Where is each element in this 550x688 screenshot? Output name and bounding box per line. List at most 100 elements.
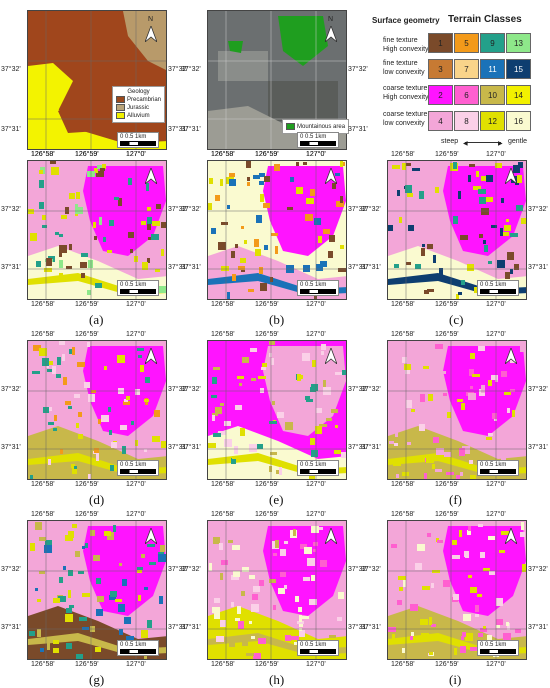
scale-bar-graphic [480,649,516,654]
axis-tick-label: 126°59' [255,331,279,338]
axis-tick-label: 37°32' [1,566,21,573]
axis-tick-label: 126°59' [435,481,459,488]
terrain-map-graphic [28,341,166,479]
axis-tick-label: 126°59' [75,151,99,158]
axis-tick-label: 37°32' [1,386,21,393]
axis-tick-label: 127°0' [306,511,326,518]
scale-value: 0.5 [305,134,314,140]
axis-tick-label: 37°32' [528,566,548,573]
north-arrow-icon [324,24,338,44]
axis-tick-label: 37°31' [168,624,188,631]
scale-bar: 0 0.5 1km [117,132,159,148]
axis-tick-label: 37°32' [181,566,201,573]
legend-label: Alluvium [127,112,150,119]
scale-value: 1km [315,282,327,288]
axis-tick-label: 37°31' [528,264,548,271]
scale-bar: 0 0.5 1km [477,460,519,476]
north-arrow-icon [504,346,518,366]
axis-tick-label: 126°58' [31,511,55,518]
scale-bar-graphic [120,469,156,474]
axis-tick-label: 37°32' [348,386,368,393]
axis-tick-label: 37°32' [181,66,201,73]
scale-bar-graphic [300,289,336,294]
scale-value: 1km [495,642,507,648]
scale-bar: 0 0.5 1km [297,132,339,148]
scale-bar: 0 0.5 1km [297,640,339,656]
scale-bar: 0 0.5 1km [117,280,159,296]
terrain-class-cell: 14 [506,85,531,105]
scale-value: 0.5 [125,134,134,140]
axis-tick-label: 37°32' [181,206,201,213]
axis-tick-label: 126°58' [391,661,415,668]
scale-value: 0.5 [485,282,494,288]
axis-tick-label: 126°58' [391,331,415,338]
geology-map [27,10,167,150]
axis-tick-label: 126°59' [255,481,279,488]
axis-tick-label: 127°0' [486,481,506,488]
scale-value: 0.5 [125,642,134,648]
terrain-map-panel [207,160,347,300]
axis-tick-label: 37°31' [168,264,188,271]
scale-value: 0 [300,462,304,468]
axis-tick-label: 127°0' [126,511,146,518]
panel-label: (a) [89,312,104,327]
axis-tick-label: 37°31' [181,624,201,631]
axis-tick-label: 127°0' [126,481,146,488]
scale-bar: 0 0.5 1km [297,280,339,296]
axis-tick-label: 126°59' [75,151,99,158]
scale-bar: 0 0.5 1km [297,460,339,476]
scale-bar-graphic [300,469,336,474]
axis-tick-label: 126°59' [75,301,99,308]
axis-tick-label: 37°32' [168,66,188,73]
steep-gentle-arrow [465,142,501,143]
north-arrow-icon [144,526,158,546]
legend-label: Precambrian [127,96,162,103]
legend-label: Jurassic [127,104,150,111]
scale-value: 0 [120,134,124,140]
arrow-head-right: ▶ [498,141,503,147]
axis-tick-label: 127°0' [126,151,146,158]
axis-tick-label: 126°58' [31,301,55,308]
terrain-class-cell: 16 [506,111,531,131]
geology-legend: Geology Precambrian Jurassic Alluvium [112,86,166,123]
geology-legend-item: Jurassic [116,104,161,111]
panel-label: (i) [449,672,462,687]
terrain-class-cell: 4 [428,111,453,131]
scale-value: 1km [135,134,147,140]
scale-value: 1km [135,642,147,648]
row-label-2: fine texture low convexity [383,60,425,76]
scale-bar-graphic [120,649,156,654]
terrain-class-cell: 1 [428,33,453,53]
north-arrow-icon [504,166,518,186]
north-label: N [328,16,334,23]
precambrian-swatch [116,96,125,103]
axis-tick-label: 127°0' [306,151,326,158]
alluvium-swatch [116,112,125,119]
axis-tick-label: 126°59' [255,301,279,308]
axis-tick-label: 37°32' [348,566,368,573]
scale-value: 0 [300,282,304,288]
axis-tick-label: 37°32' [1,66,21,73]
arrow-head-left: ◀ [463,141,468,147]
axis-tick-label: 37°32' [528,386,548,393]
gentle-label: gentle [508,138,528,145]
panel-label: (b) [269,312,285,327]
north-arrow-icon [144,24,158,44]
axis-tick-label: 37°31' [348,444,368,451]
panel-label: (d) [89,492,105,507]
terrain-class-cell: 12 [480,111,505,131]
axis-tick-label: 127°0' [306,301,326,308]
north-label: N [148,16,154,23]
axis-tick-label: 37°31' [1,126,21,133]
axis-tick-label: 37°31' [348,126,368,133]
axis-tick-label: 127°0' [306,151,326,158]
row-label-1: fine texture High convexity [383,37,429,53]
scale-bar: 0 0.5 1km [117,460,159,476]
scale-value: 1km [315,134,327,140]
axis-tick-label: 37°32' [361,566,381,573]
axis-tick-label: 127°0' [126,331,146,338]
axis-tick-label: 126°59' [75,331,99,338]
terrain-class-cell: 9 [480,33,505,53]
axis-tick-label: 126°58' [391,301,415,308]
axis-tick-label: 127°0' [126,661,146,668]
